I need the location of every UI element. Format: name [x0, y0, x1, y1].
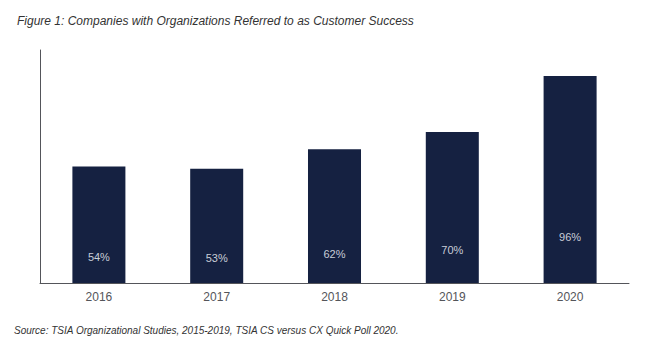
svg-text:2020: 2020 [557, 290, 584, 304]
svg-text:Figure 1: Companies with Organ: Figure 1: Companies with Organizations R… [17, 14, 414, 28]
svg-text:Source: TSIA Organizational St: Source: TSIA Organizational Studies, 201… [14, 325, 398, 336]
svg-text:53%: 53% [206, 252, 228, 264]
svg-text:54%: 54% [88, 251, 110, 263]
svg-text:62%: 62% [323, 248, 345, 260]
svg-text:2017: 2017 [203, 290, 230, 304]
svg-text:2019: 2019 [439, 290, 466, 304]
svg-text:2018: 2018 [321, 290, 348, 304]
svg-text:70%: 70% [441, 244, 463, 256]
svg-text:2016: 2016 [86, 290, 113, 304]
svg-text:96%: 96% [559, 231, 581, 243]
